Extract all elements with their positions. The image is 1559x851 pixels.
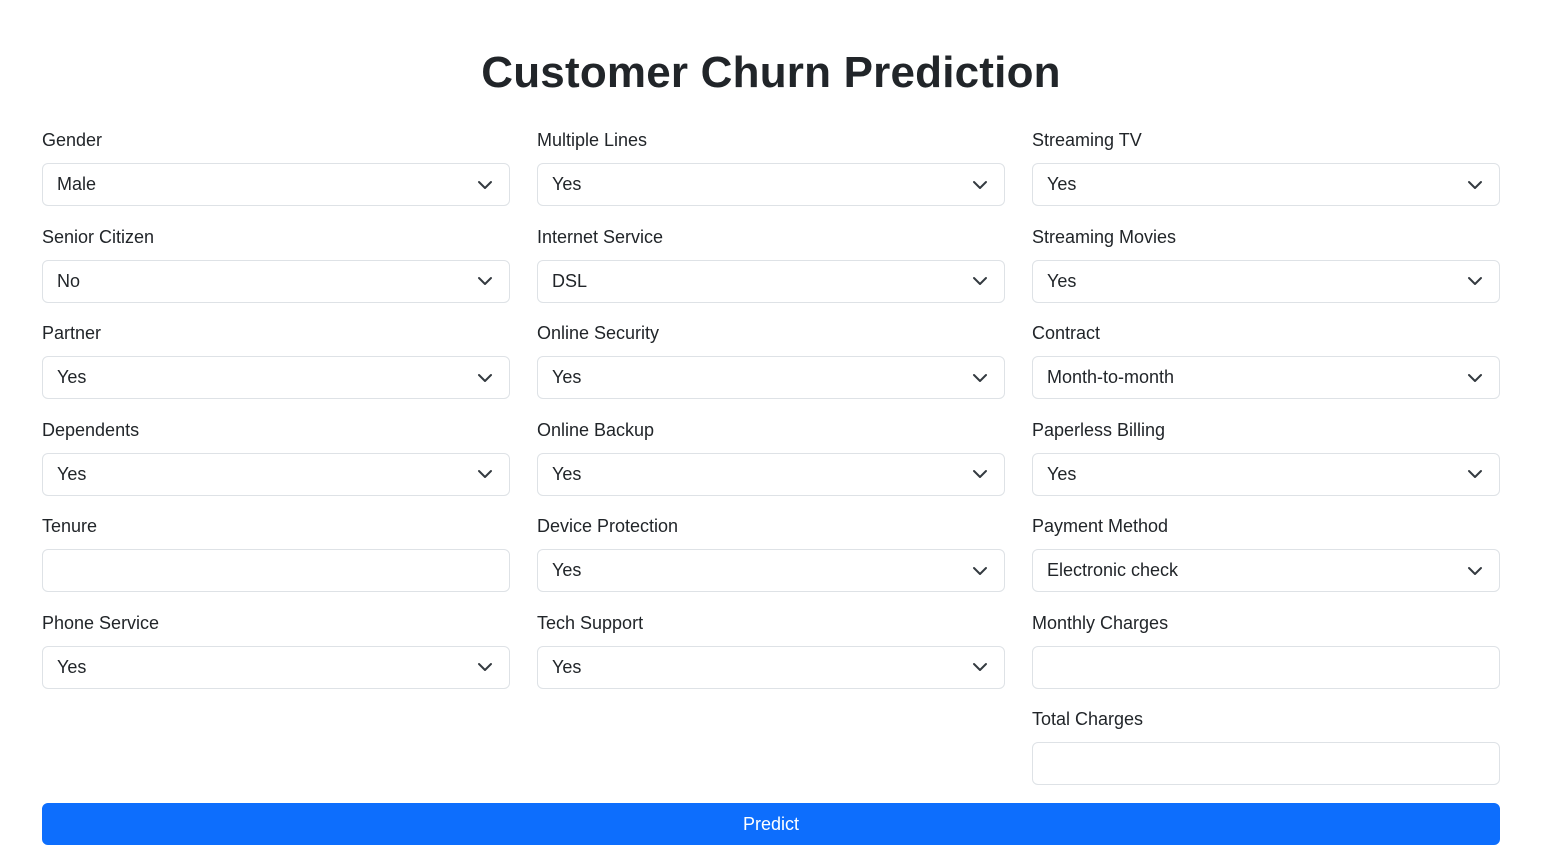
internet-service-label: Internet Service — [537, 226, 664, 247]
tech-support-field: Tech Support Yes — [537, 611, 1005, 708]
phone-service-label: Phone Service — [42, 612, 160, 633]
online-security-select[interactable]: Yes — [537, 356, 1005, 399]
online-backup-field: Online Backup Yes — [537, 418, 1005, 515]
tech-support-value: Yes — [552, 656, 582, 677]
partner-value: Yes — [57, 367, 87, 387]
streaming-movies-value: Yes — [1047, 270, 1077, 291]
senior-citizen-label: Senior Citizen — [42, 226, 155, 247]
online-security-value: Yes — [552, 367, 582, 387]
chevron-down-icon — [973, 470, 987, 478]
multiple-lines-select[interactable]: Yes — [537, 163, 1005, 206]
form-column-3: Streaming TV Yes Streaming Movies Yes Contra… — [1032, 128, 1500, 804]
device-protection-select[interactable]: Yes — [537, 549, 1005, 592]
contract-field: Contract Month-to-month — [1032, 321, 1500, 418]
chevron-down-icon — [478, 277, 492, 285]
phone-service-field: Phone Service Yes — [42, 611, 510, 708]
multiple-lines-label: Multiple Lines — [537, 130, 648, 150]
chevron-down-icon — [1468, 373, 1482, 382]
chevron-down-icon — [973, 566, 987, 575]
chevron-down-icon — [973, 180, 987, 189]
online-security-field: Online Security Yes — [537, 321, 1005, 418]
online-backup-select[interactable]: Yes — [537, 452, 1005, 496]
partner-select[interactable]: Yes — [42, 356, 510, 399]
total-charges-field: Total Charges — [1032, 707, 1500, 804]
chevron-down-icon — [478, 470, 492, 478]
paperless-billing-field: Paperless Billing Yes — [1032, 418, 1500, 515]
chevron-down-icon — [1468, 470, 1482, 478]
streaming-movies-label: Streaming Movies — [1032, 226, 1177, 247]
monthly-charges-label: Monthly Charges — [1032, 612, 1169, 633]
dependents-value: Yes — [57, 463, 87, 484]
streaming-tv-field: Streaming TV Yes — [1032, 128, 1500, 225]
payment-method-label: Payment Method — [1032, 516, 1169, 536]
device-protection-field: Device Protection Yes — [537, 514, 1005, 611]
senior-citizen-value: No — [57, 270, 81, 291]
phone-service-value: Yes — [57, 656, 87, 677]
senior-citizen-field: Senior Citizen No — [42, 225, 510, 322]
form-column-1: Gender Male Senior Citizen No Partner Yes Depe… — [42, 128, 510, 707]
paperless-billing-label: Paperless Billing — [1032, 419, 1166, 440]
total-charges-label: Total Charges — [1032, 709, 1144, 729]
online-security-label: Online Security — [537, 323, 660, 343]
chevron-down-icon — [1468, 277, 1482, 285]
multiple-lines-value: Yes — [552, 174, 582, 194]
contract-label: Contract — [1032, 323, 1101, 343]
streaming-movies-field: Streaming Movies Yes — [1032, 225, 1500, 322]
chevron-down-icon — [973, 663, 987, 671]
dependents-field: Dependents Yes — [42, 418, 510, 515]
contract-select[interactable]: Month-to-month — [1032, 356, 1500, 399]
device-protection-label: Device Protection — [537, 516, 679, 536]
gender-select[interactable]: Male — [42, 163, 510, 206]
tenure-field: Tenure — [42, 514, 510, 611]
online-backup-label: Online Backup — [537, 419, 655, 440]
internet-service-field: Internet Service DSL — [537, 225, 1005, 322]
chevron-down-icon — [478, 663, 492, 671]
total-charges-input[interactable] — [1032, 742, 1500, 785]
internet-service-select[interactable]: DSL — [537, 259, 1005, 303]
tenure-label: Tenure — [42, 516, 98, 536]
streaming-tv-value: Yes — [1047, 174, 1077, 194]
payment-method-field: Payment Method Electronic check — [1032, 514, 1500, 611]
gender-value: Male — [57, 174, 97, 194]
tech-support-select[interactable]: Yes — [537, 645, 1005, 689]
form-column-2: Multiple Lines Yes Internet Service DSL Onli… — [537, 128, 1005, 707]
payment-method-select[interactable]: Electronic check — [1032, 549, 1500, 592]
tenure-input[interactable] — [42, 549, 510, 592]
monthly-charges-field: Monthly Charges — [1032, 611, 1500, 708]
internet-service-value: DSL — [552, 270, 588, 291]
partner-label: Partner — [42, 323, 102, 343]
chevron-down-icon — [1468, 180, 1482, 189]
streaming-tv-select[interactable]: Yes — [1032, 163, 1500, 206]
senior-citizen-select[interactable]: No — [42, 259, 510, 303]
dependents-label: Dependents — [42, 419, 140, 440]
tech-support-label: Tech Support — [537, 612, 644, 633]
chevron-down-icon — [973, 373, 987, 382]
chevron-down-icon — [973, 277, 987, 285]
contract-value: Month-to-month — [1047, 367, 1175, 387]
streaming-movies-select[interactable]: Yes — [1032, 259, 1500, 303]
payment-method-value: Electronic check — [1047, 560, 1179, 580]
chevron-down-icon — [478, 373, 492, 382]
streaming-tv-label: Streaming TV — [1032, 130, 1142, 150]
gender-label: Gender — [42, 130, 103, 150]
partner-field: Partner Yes — [42, 321, 510, 418]
gender-field: Gender Male — [42, 128, 510, 225]
multiple-lines-field: Multiple Lines Yes — [537, 128, 1005, 225]
dependents-select[interactable]: Yes — [42, 452, 510, 496]
chevron-down-icon — [1468, 566, 1482, 575]
paperless-billing-value: Yes — [1047, 463, 1077, 484]
predict-button[interactable]: Predict — [42, 803, 1500, 845]
paperless-billing-select[interactable]: Yes — [1032, 452, 1500, 496]
device-protection-value: Yes — [552, 560, 582, 580]
online-backup-value: Yes — [552, 463, 582, 484]
phone-service-select[interactable]: Yes — [42, 645, 510, 689]
chevron-down-icon — [478, 180, 492, 189]
monthly-charges-input[interactable] — [1032, 645, 1500, 689]
page-title: Customer Churn Prediction — [481, 48, 1061, 97]
